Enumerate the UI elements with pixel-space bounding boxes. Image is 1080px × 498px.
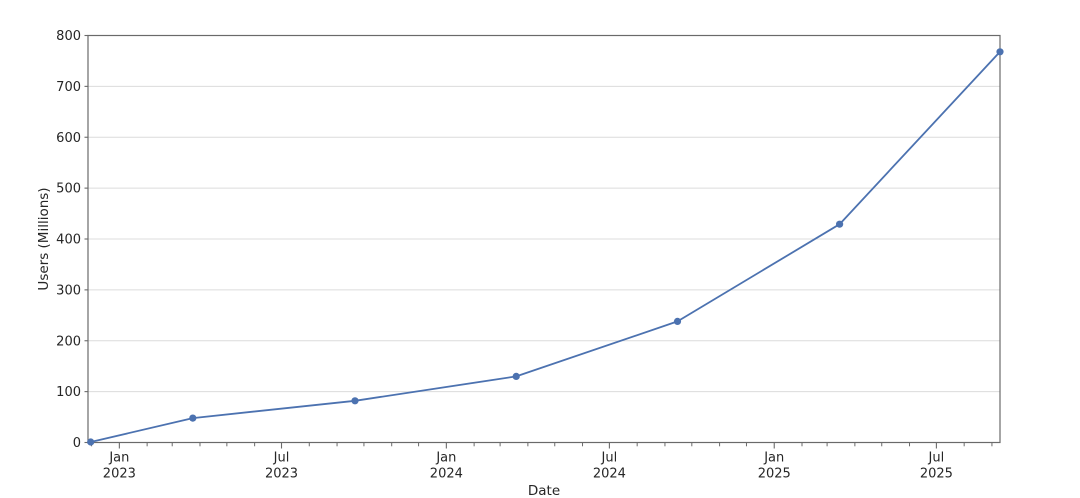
x-tick-label-year: 2025 bbox=[758, 467, 791, 482]
series-line bbox=[90, 51, 1001, 443]
gridlines bbox=[88, 35, 1000, 443]
y-tick-label: 300 bbox=[56, 283, 81, 298]
tick-labels: 0100200300400500600700800Jan2023Jul2023J… bbox=[56, 29, 953, 482]
y-tick-label: 400 bbox=[56, 233, 81, 248]
x-tick-label-year: 2023 bbox=[103, 467, 136, 482]
data-point bbox=[836, 220, 844, 228]
plot-border bbox=[87, 34, 1001, 444]
x-tick-label-year: 2024 bbox=[593, 467, 626, 482]
data-point bbox=[189, 414, 197, 422]
data-point bbox=[996, 48, 1004, 56]
y-tick-label: 700 bbox=[56, 80, 81, 95]
data-point bbox=[512, 372, 520, 380]
data-series bbox=[87, 48, 1004, 446]
x-tick-label-month: Jan bbox=[435, 451, 456, 466]
x-tick-label-month: Jul bbox=[601, 451, 618, 466]
x-tick-label-month: Jan bbox=[108, 451, 129, 466]
y-tick-label: 600 bbox=[56, 131, 81, 146]
x-tick-label-year: 2024 bbox=[430, 467, 463, 482]
x-tick-label-month: Jan bbox=[763, 451, 784, 466]
x-tick-label-month: Jul bbox=[928, 451, 945, 466]
y-tick-label: 0 bbox=[73, 436, 81, 451]
y-tick-label: 800 bbox=[56, 29, 81, 44]
y-axis-label: Users (Millions) bbox=[36, 187, 52, 290]
data-point bbox=[351, 397, 359, 405]
x-axis-label: Date bbox=[528, 483, 560, 498]
y-tick-label: 200 bbox=[56, 334, 81, 349]
x-tick-label-month: Jul bbox=[273, 451, 290, 466]
data-point bbox=[87, 438, 95, 446]
x-tick-label-year: 2023 bbox=[265, 467, 298, 482]
y-tick-label: 100 bbox=[56, 385, 81, 400]
y-tick-label: 500 bbox=[56, 182, 81, 197]
x-tick-label-year: 2025 bbox=[920, 467, 953, 482]
data-point bbox=[673, 317, 682, 325]
axis-ticks bbox=[84, 34, 993, 449]
